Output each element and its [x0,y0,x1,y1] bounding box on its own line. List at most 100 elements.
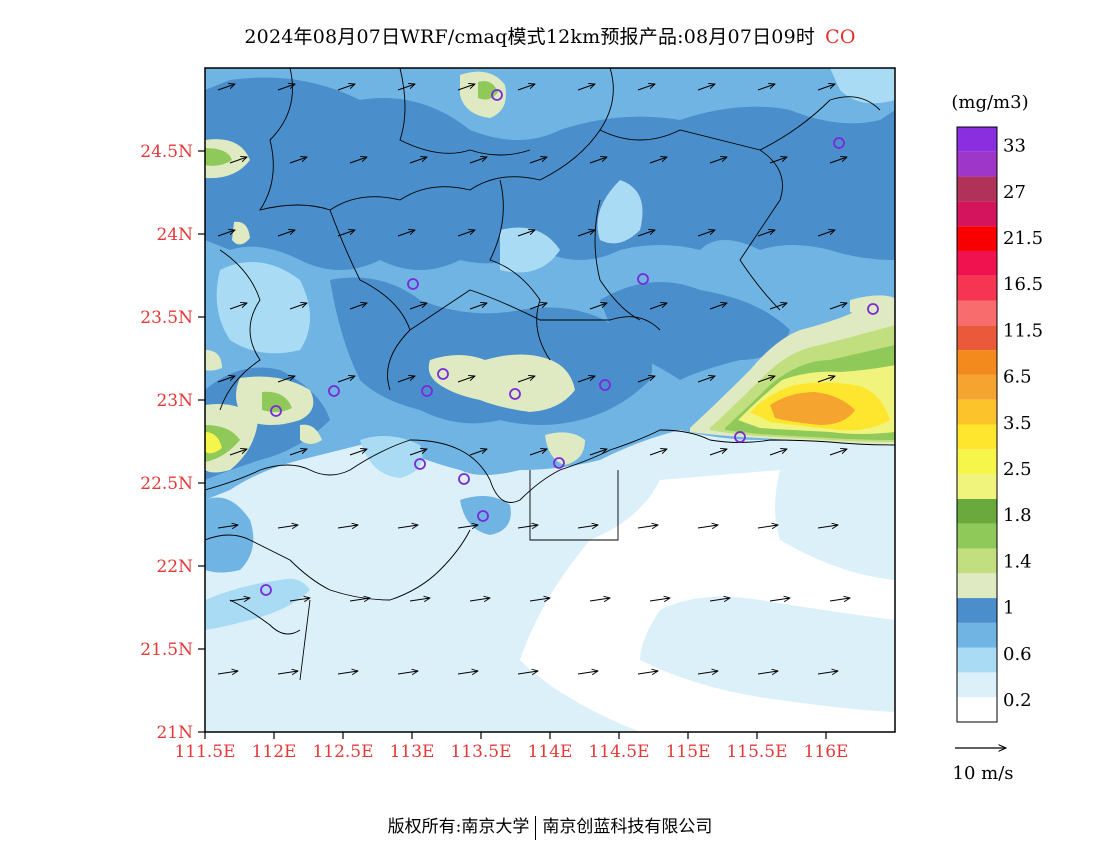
wind-arrow [337,376,355,383]
colorbar-segment [957,474,997,499]
wind-arrow [529,303,547,310]
wind-arrow [349,598,370,601]
wind-arrow [697,671,718,674]
colorbar-segment [957,399,997,425]
wind-arrow [517,230,535,237]
wind-arrow [397,525,418,528]
wind-arrow [409,598,430,601]
colorbar-segment [957,374,997,400]
lon-tick-label: 113.5E [450,742,511,762]
colorbar-segment [957,424,997,450]
wind-arrow [529,449,547,456]
wind-arrow [649,449,667,456]
longitude-axis: 111.5E 112E 112.5E 113E 113.5E 114E 114.5E 115E… [174,732,848,762]
colorbar-label: 3.5 [1003,413,1032,434]
wind-arrow [757,376,775,383]
wind-arrow [229,157,247,164]
latitude-axis: 21N 21.5N 22N 22.5N 23N 23.5N 24N 24.5N [140,142,205,743]
wind-arrow [469,303,487,310]
title-species: CO [825,26,856,48]
colorbar-segment [957,622,997,648]
colorbar-label: 2.5 [1003,459,1032,480]
wind-arrow [829,303,847,310]
wind-arrow [769,598,790,601]
wind-arrow [649,598,670,601]
lon-tick-label: 111.5E [174,742,235,762]
wind-arrow [769,449,787,456]
wind-arrow [457,376,475,383]
colorbar-label: 16.5 [1003,274,1043,295]
lat-tick-label: 22.5N [140,474,193,494]
wind-arrow [229,303,247,310]
station-marker [637,273,649,285]
wind-arrow [457,525,478,528]
wind-arrow [817,376,835,383]
colorbar-label: 33 [1003,136,1026,157]
wind-arrow [469,598,490,601]
wind-arrow [637,525,658,528]
wind-arrow [229,449,247,456]
lon-tick-label: 116E [804,742,849,762]
wind-arrow [457,671,478,674]
colorbar-segment [957,573,997,599]
colorbar-label: 1 [1003,598,1014,619]
wind-arrow [757,525,778,528]
colorbar-frame [956,126,998,723]
colorbar-label: 0.6 [1003,644,1032,665]
wind-arrow [637,376,655,383]
wind-arrow [409,303,427,310]
concentration-field [205,68,895,732]
wind-arrow [289,598,310,601]
wind-arrow [637,84,655,91]
lat-tick-label: 21N [156,723,193,743]
wind-arrow [289,449,307,456]
wind-arrow [337,230,355,237]
wind-arrow [577,230,595,237]
lat-tick-label: 24N [156,225,193,245]
wind-arrow [817,525,838,528]
wind-arrow [757,671,778,674]
lon-tick-label: 115E [666,742,711,762]
colorbar: 0.2 0.6 1 1.4 1.8 2.5 3.5 6.5 11.5 16.5 21.5 27 33 [956,126,1043,723]
wind-arrow [817,230,835,237]
lat-tick-label: 23N [156,391,193,411]
wind-arrow [697,84,715,91]
station-marker [328,385,340,397]
wind-arrow [769,157,787,164]
station-marker [270,405,282,417]
colorbar-label: 21.5 [1003,228,1043,249]
wind-reference-label: 10 m/s [953,763,1014,784]
station-marker [553,457,565,469]
title-main: 2024年08月07日WRF/cmaq模式12km预报产品:08月07日09时 [244,26,816,48]
station-marker [260,584,272,596]
colorbar-segment [957,176,997,202]
wind-arrow [397,671,418,674]
station-marker [734,431,746,443]
wind-arrow [817,84,835,91]
wind-arrow [277,376,295,383]
colorbar-label: 0.2 [1003,690,1032,711]
wind-arrow [649,157,667,164]
footer-right: 南京创蓝科技有限公司 [542,817,713,837]
colorbar-segment [957,127,997,152]
footer-left: 版权所有:南京大学 [387,817,530,837]
colorbar-unit: (mg/m3) [951,92,1028,113]
wind-vectors [217,84,850,674]
wind-arrow [577,84,595,91]
colorbar-segment [957,250,997,276]
wind-arrow [649,303,667,310]
wind-arrow [409,449,427,456]
wind-arrow [757,230,775,237]
wind-arrow [457,230,475,237]
wind-arrow [589,303,607,310]
wind-arrow [457,84,475,91]
station-marker [407,278,419,290]
wind-arrow [709,449,727,456]
wind-arrow [517,671,538,674]
wind-arrow [337,525,358,528]
colorbar-label: 27 [1003,182,1026,203]
wind-arrow [217,525,238,528]
colorbar-segment [957,672,997,698]
wind-arrow [349,303,367,310]
station-marker [599,379,611,391]
